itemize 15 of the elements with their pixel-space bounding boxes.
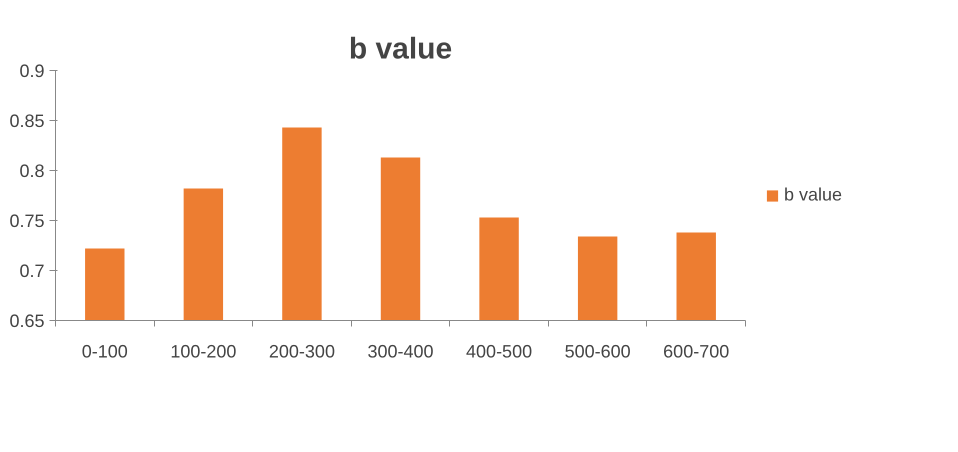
legend-label: b value xyxy=(784,184,842,206)
x-tick-label: 300-400 xyxy=(367,342,434,362)
x-tick-label: 400-500 xyxy=(466,342,532,362)
y-tick-label: 0.8 xyxy=(19,161,45,181)
chart-title: b value xyxy=(348,32,452,66)
y-tick-label: 0.9 xyxy=(19,61,45,81)
y-tick-label: 0.75 xyxy=(9,211,45,231)
x-tick-label: 0-100 xyxy=(82,342,128,362)
x-tick-label: 100-200 xyxy=(170,342,236,362)
y-tick-label: 0.85 xyxy=(9,111,45,131)
x-tick-label: 600-700 xyxy=(663,342,730,362)
x-tick-label: 500-600 xyxy=(564,342,631,362)
y-tick-label: 0.65 xyxy=(9,311,45,331)
x-tick-label: 200-300 xyxy=(268,342,335,362)
y-tick-label: 0.7 xyxy=(19,261,45,281)
